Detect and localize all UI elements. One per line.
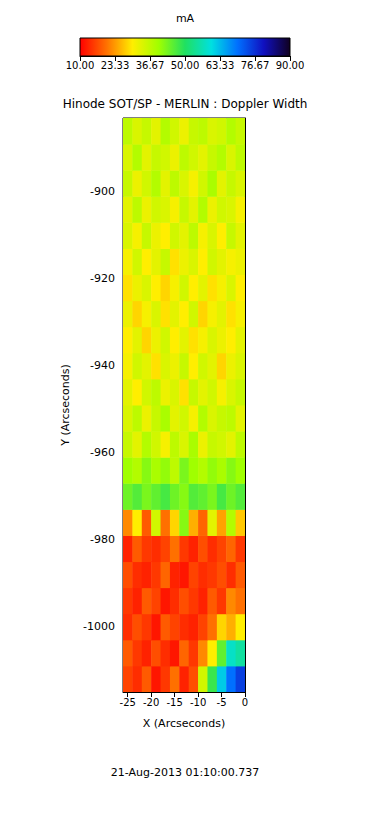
svg-text:-20: -20 bbox=[143, 697, 159, 708]
svg-text:63.33: 63.33 bbox=[206, 60, 235, 71]
svg-text:36.67: 36.67 bbox=[136, 60, 165, 71]
svg-text:mA: mA bbox=[176, 12, 195, 25]
svg-text:90.00: 90.00 bbox=[276, 60, 305, 71]
svg-text:-10: -10 bbox=[190, 697, 206, 708]
svg-text:10.00: 10.00 bbox=[66, 60, 95, 71]
svg-text:-5: -5 bbox=[217, 697, 227, 708]
svg-text:-960: -960 bbox=[90, 446, 115, 459]
svg-text:-15: -15 bbox=[166, 697, 182, 708]
svg-text:50.00: 50.00 bbox=[171, 60, 200, 71]
svg-text:-25: -25 bbox=[120, 697, 136, 708]
svg-text:X (Arcseconds): X (Arcseconds) bbox=[143, 717, 225, 730]
svg-text:Y (Arcseconds): Y (Arcseconds) bbox=[59, 364, 72, 447]
svg-text:-980: -980 bbox=[90, 533, 115, 546]
svg-text:23.33: 23.33 bbox=[101, 60, 130, 71]
svg-text:76.67: 76.67 bbox=[241, 60, 270, 71]
svg-text:21-Aug-2013 01:10:00.737: 21-Aug-2013 01:10:00.737 bbox=[111, 766, 260, 779]
svg-text:-1000: -1000 bbox=[83, 620, 115, 633]
svg-text:-940: -940 bbox=[90, 359, 115, 372]
svg-text:-920: -920 bbox=[90, 272, 115, 285]
svg-text:Hinode SOT/SP - MERLIN : Doppl: Hinode SOT/SP - MERLIN : Doppler Width bbox=[63, 97, 308, 111]
svg-text:-900: -900 bbox=[90, 185, 115, 198]
svg-text:0: 0 bbox=[242, 697, 248, 708]
